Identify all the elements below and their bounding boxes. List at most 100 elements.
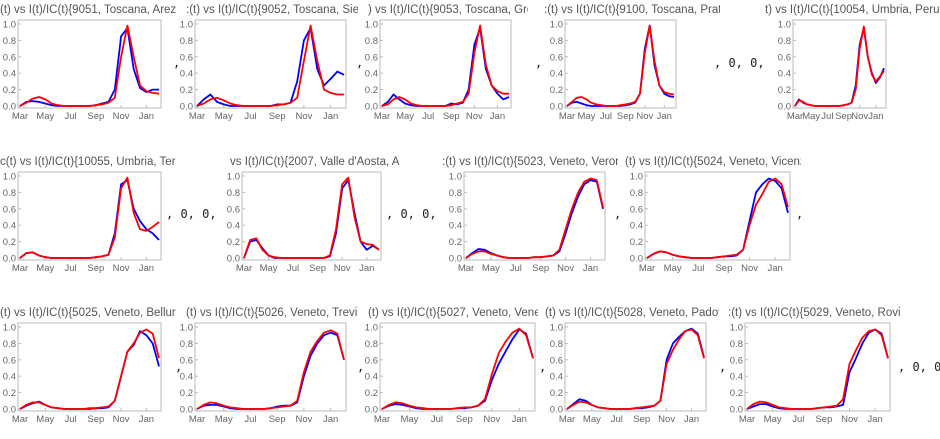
x-tick-label: Nov	[741, 263, 758, 274]
y-tick-label: 1.0	[180, 323, 193, 334]
y-tick-label: 0.6	[180, 52, 193, 63]
plot-frame	[194, 19, 347, 109]
y-tick-label: 0.0	[550, 102, 563, 113]
y-tick-label: 0.2	[730, 388, 743, 399]
y-tick-label: 0.0	[3, 254, 16, 265]
y-tick-label: 0.0	[778, 102, 791, 113]
x-tick-label: Jan	[139, 111, 154, 122]
x-tick-label: Sep	[269, 111, 286, 122]
y-tick-label: 0.6	[365, 52, 378, 63]
y-tick-label: 1.0	[3, 172, 16, 183]
plot-panel: :(t) vs I(t)/IC(t){9100, Toscana, Prat 0.…	[544, 0, 720, 130]
plot-title: (t) vs I(t)/IC(t){5026, Veneto, Trevis	[186, 307, 358, 319]
series-line-red	[381, 24, 509, 107]
y-tick-label: 0.6	[3, 204, 16, 215]
x-tick-label: Sep	[456, 414, 473, 425]
list-separator: ,	[357, 360, 365, 374]
x-tick-label: Jul	[510, 263, 522, 274]
plot-title: c(t) vs I(t)/IC(t){10055, Umbria, Terr	[0, 156, 176, 168]
y-tick-label: 0.0	[3, 102, 16, 113]
x-tick-label: Mar	[189, 414, 205, 425]
y-tick-label: 0.0	[365, 102, 378, 113]
plot-title: :(t) vs I(t)/IC(t){5029, Veneto, Rovig	[728, 307, 900, 319]
y-tick-label: 0.6	[778, 52, 791, 63]
y-tick-label: 0.0	[180, 102, 193, 113]
x-tick-label: Jan	[139, 414, 154, 425]
x-tick-label: Sep	[835, 111, 852, 122]
x-tick-label: May	[36, 414, 54, 425]
series-line-blue	[19, 179, 160, 259]
y-tick-label: 0.6	[365, 355, 378, 366]
list-separator: ,	[719, 360, 727, 374]
y-tick-label: 0.6	[730, 355, 743, 366]
series-line-red	[19, 328, 160, 410]
y-tick-label: 0.2	[630, 237, 643, 248]
y-tick-label: 0.8	[365, 36, 378, 47]
y-tick-label: 0.4	[180, 372, 193, 383]
plot-panel: c(t) vs I(t)/IC(t){10055, Umbria, Terr 0.…	[0, 152, 176, 282]
series-line-blue	[196, 27, 345, 107]
x-tick-label: May	[36, 111, 54, 122]
x-tick-label: Sep	[815, 414, 832, 425]
plot-title: (t) vs I(t)/IC(t){5027, Veneto, Venez	[368, 307, 538, 319]
x-tick-label: Nov	[658, 414, 675, 425]
series-line-red	[381, 327, 534, 410]
x-tick-label: Jan	[684, 414, 699, 425]
list-separator: , 0, 0	[898, 360, 940, 374]
x-tick-label: Nov	[113, 263, 130, 274]
y-tick-label: 0.0	[449, 254, 462, 265]
x-tick-label: Jan	[323, 414, 338, 425]
y-tick-label: 1.0	[365, 323, 378, 334]
list-separator: ,	[539, 360, 547, 374]
x-tick-label: Jan	[490, 111, 505, 122]
plot-frame	[241, 171, 382, 261]
plot-panel: (t) vs I(t)/IC(t){5024, Veneto, Vicenz 0.…	[625, 152, 801, 282]
plot-title: t) vs I(t)/IC(t){10054, Umbria, Perug	[765, 4, 940, 16]
series-line-blue	[381, 328, 534, 410]
x-tick-label: Jul	[244, 414, 256, 425]
y-tick-label: 1.0	[3, 323, 16, 334]
x-tick-label: Mar	[739, 414, 755, 425]
y-tick-label: 0.6	[180, 355, 193, 366]
series-line-blue	[465, 179, 604, 259]
x-tick-label: Sep	[617, 111, 634, 122]
list-separator: ,	[175, 360, 183, 374]
y-tick-label: 1.0	[630, 172, 643, 183]
y-tick-label: 1.0	[550, 20, 563, 31]
series-line-red	[196, 329, 345, 410]
plot-frame	[463, 171, 606, 261]
x-tick-label: Nov	[295, 111, 312, 122]
y-tick-label: 0.4	[550, 372, 563, 383]
series-line-blue	[746, 328, 889, 410]
x-tick-label: Jul	[64, 111, 76, 122]
y-tick-label: 0.2	[778, 85, 791, 96]
plot-panel: (t) vs I(t)/IC(t){9051, Toscana, Arez 0.0…	[0, 0, 176, 130]
series-line-blue	[243, 179, 380, 259]
plot-frame	[792, 19, 887, 109]
plot-frame	[379, 322, 536, 412]
plot-panel: (t) vs I(t)/IC(t){5025, Veneto, Bellur 0.…	[0, 303, 176, 433]
y-tick-label: 0.0	[550, 405, 563, 416]
y-tick-label: 0.2	[449, 237, 462, 248]
y-tick-label: 0.0	[630, 254, 643, 265]
plot-frame	[564, 322, 707, 412]
list-separator: ,	[356, 56, 364, 70]
x-tick-label: May	[664, 263, 682, 274]
x-tick-label: Mar	[559, 111, 575, 122]
y-tick-label: 1.0	[778, 20, 791, 31]
x-tick-label: May	[260, 263, 278, 274]
x-tick-label: Mar	[559, 414, 575, 425]
y-tick-label: 0.4	[365, 372, 378, 383]
list-separator: , 0, 0,	[386, 207, 437, 221]
x-tick-label: Mar	[374, 414, 390, 425]
plot-title: :(t) vs I(t)/IC(t){9052, Toscana, Sier	[186, 4, 358, 16]
y-tick-label: 0.8	[550, 339, 563, 350]
y-tick-label: 0.4	[449, 221, 462, 232]
x-tick-label: Mar	[12, 263, 28, 274]
